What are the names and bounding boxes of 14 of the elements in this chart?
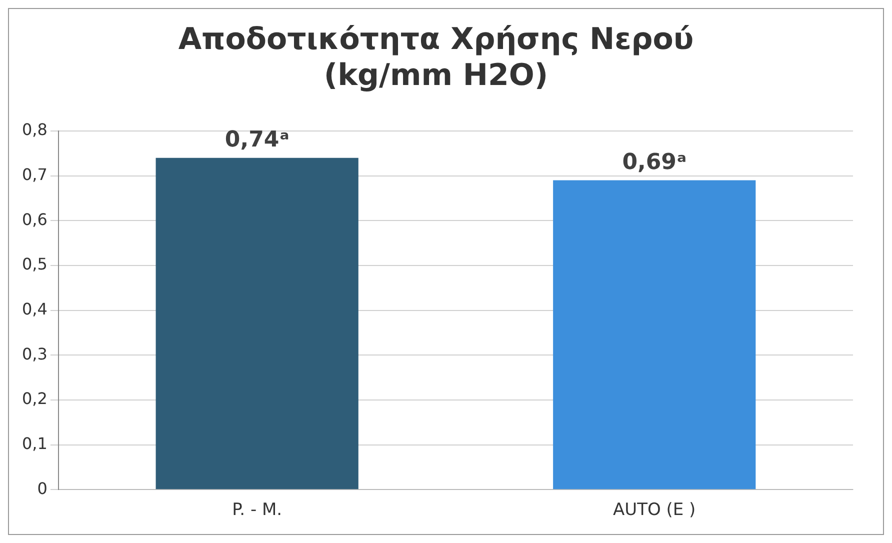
y-tick-label: 0,5 bbox=[22, 254, 48, 274]
x-tick-label: AUTO (E ) bbox=[613, 500, 696, 520]
y-tick-label: 0,4 bbox=[22, 299, 48, 318]
y-tick-label: 0,2 bbox=[22, 389, 48, 408]
y-tick-label: 0,1 bbox=[22, 434, 48, 453]
y-tick-label: 0,7 bbox=[22, 164, 48, 184]
y-tick-label: 0 bbox=[37, 478, 48, 498]
data-label: 0,74ᵃ bbox=[224, 128, 290, 153]
y-tick-label: 0,3 bbox=[22, 344, 48, 364]
data-label: 0,69ᵃ bbox=[622, 150, 687, 176]
x-tick-label: P. - M. bbox=[232, 500, 282, 520]
y-tick-label: 0,8 bbox=[22, 120, 48, 140]
y-tick-label: 0,6 bbox=[22, 210, 48, 229]
chart-title: Αποδοτικότητα Χρήσης Νερού (kg/mm H2O) bbox=[178, 22, 694, 93]
